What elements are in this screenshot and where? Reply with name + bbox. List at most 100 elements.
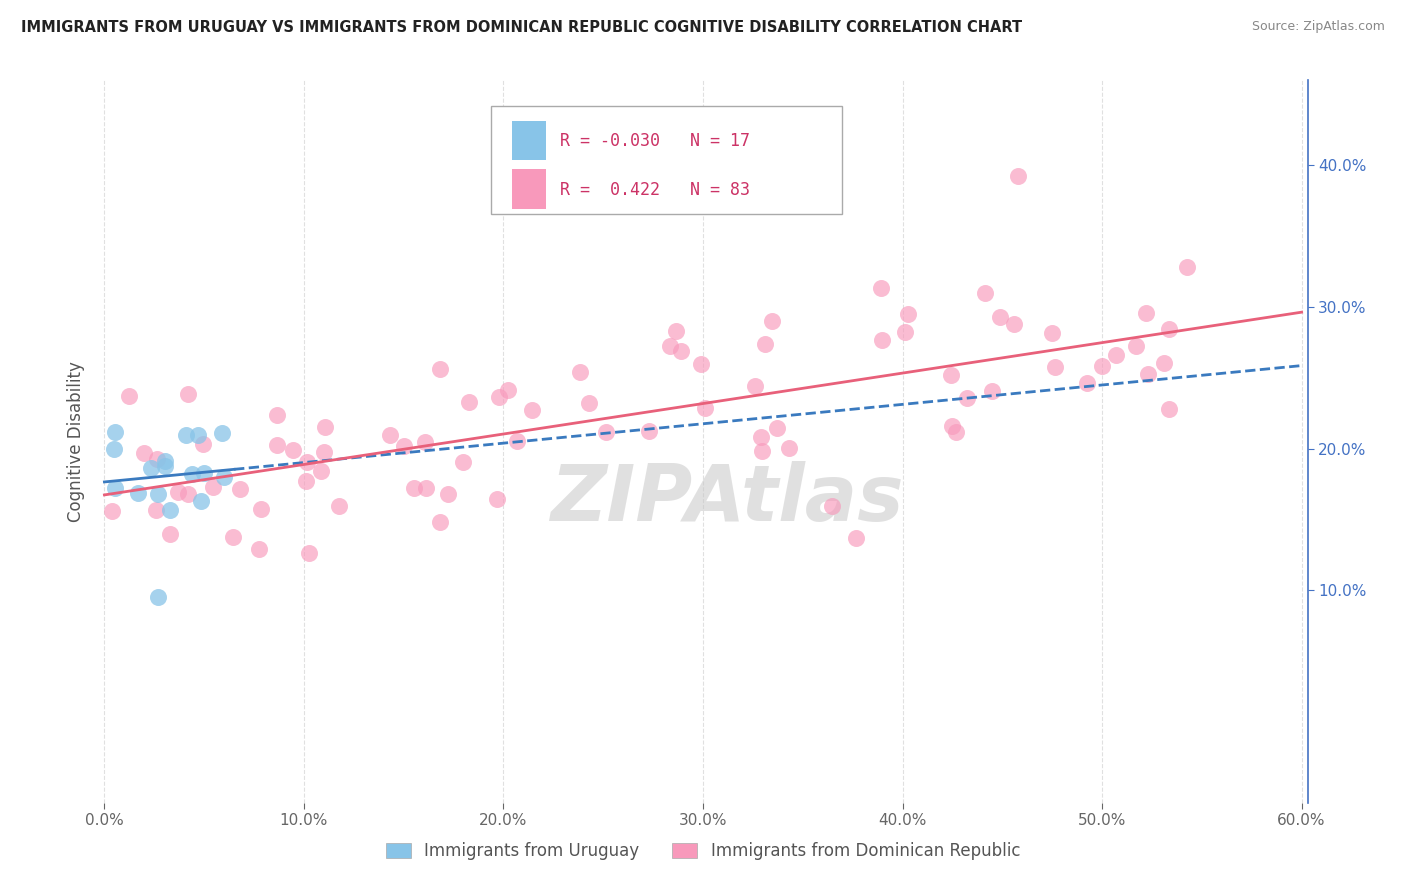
Y-axis label: Cognitive Disability: Cognitive Disability [66,361,84,522]
Point [266,408,288,422]
Point [1153,356,1175,370]
Point [202,480,225,494]
Point [496,384,519,398]
Point [1157,322,1180,336]
Point [1045,359,1067,374]
Point [146,452,169,467]
Point [193,466,215,480]
Point [298,546,321,560]
Point [869,281,891,295]
Point [1136,367,1159,381]
Point [159,503,181,517]
Point [378,428,401,442]
Point [249,502,271,516]
Point [870,333,893,347]
Point [754,337,776,351]
Point [894,325,917,339]
Point [177,386,200,401]
Point [1177,260,1199,274]
FancyBboxPatch shape [492,105,842,214]
Point [297,454,319,468]
Point [328,500,350,514]
Point [988,310,1011,325]
Point [101,504,124,518]
Point [294,474,316,488]
Point [637,424,659,438]
Point [314,420,336,434]
Point [1105,347,1128,361]
Point [309,464,332,478]
Point [981,384,1004,399]
Point [283,442,305,457]
Point [392,439,415,453]
Point [1091,359,1114,373]
Point [941,368,963,383]
Point [266,438,288,452]
Point [945,425,967,439]
Point [520,403,543,417]
Point [695,401,717,416]
Point [845,532,868,546]
Point [1007,169,1029,183]
Point [689,357,711,371]
Point [1157,401,1180,416]
Point [415,481,437,495]
Point [486,491,509,506]
Point [103,442,125,456]
Point [941,418,963,433]
Point [974,286,997,301]
FancyBboxPatch shape [512,120,546,161]
Point [187,428,209,442]
FancyBboxPatch shape [512,169,546,209]
Point [155,454,177,468]
Point [1076,376,1098,390]
Point [488,390,510,404]
Point [212,470,235,484]
Point [955,391,977,405]
Point [159,527,181,541]
Point [457,395,479,409]
Point [229,482,252,496]
Text: IMMIGRANTS FROM URUGUAY VS IMMIGRANTS FROM DOMINICAN REPUBLIC COGNITIVE DISABILI: IMMIGRANTS FROM URUGUAY VS IMMIGRANTS FR… [21,20,1022,35]
Point [658,339,681,353]
Point [505,434,527,449]
Point [821,499,844,513]
Point [104,481,127,495]
Point [247,541,270,556]
Point [141,461,163,475]
Point [145,503,167,517]
Point [1135,306,1157,320]
Point [312,444,335,458]
Point [1002,318,1025,332]
Point [897,308,920,322]
Point [765,421,787,435]
Point [118,389,141,403]
Point [595,425,617,439]
Point [429,362,451,376]
Point [132,446,155,460]
Point [127,485,149,500]
Legend: Immigrants from Uruguay, Immigrants from Dominican Republic: Immigrants from Uruguay, Immigrants from… [380,836,1026,867]
Point [665,325,688,339]
Point [415,434,437,449]
Point [148,591,170,605]
Text: ZIPAtlas: ZIPAtlas [550,461,904,537]
Text: Source: ZipAtlas.com: Source: ZipAtlas.com [1251,20,1385,33]
Point [190,494,212,508]
Point [155,458,177,473]
Point [193,437,215,451]
Point [778,442,800,456]
Point [211,426,233,441]
Point [1040,326,1063,340]
Point [751,430,773,444]
Text: R =  0.422   N = 83: R = 0.422 N = 83 [561,180,751,199]
Point [578,395,600,409]
Text: R = -0.030   N = 17: R = -0.030 N = 17 [561,132,751,150]
Point [166,485,188,500]
Point [404,482,426,496]
Point [429,515,451,529]
Point [437,486,460,500]
Point [751,443,773,458]
Point [222,530,245,544]
Point [1125,339,1147,353]
